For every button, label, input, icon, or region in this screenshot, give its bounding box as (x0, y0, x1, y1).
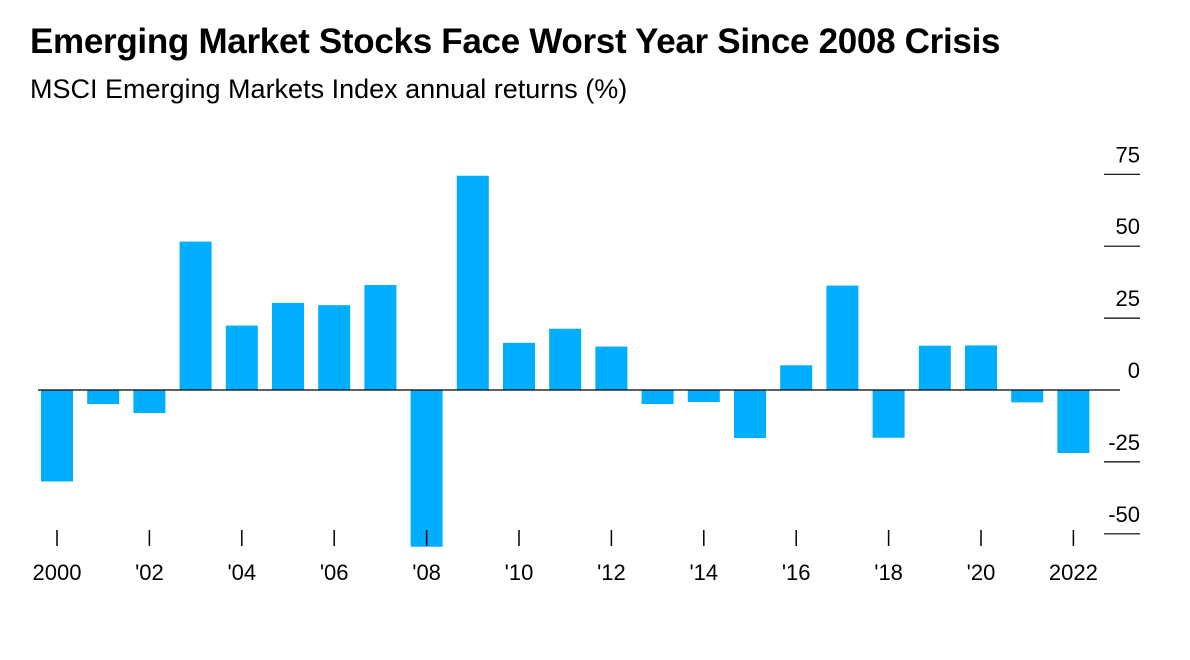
bar-2006 (318, 305, 351, 390)
bar-2013 (641, 390, 674, 405)
bar-2011 (549, 328, 582, 390)
bar-2014 (687, 390, 720, 403)
y-tick-label-75: 75 (1116, 142, 1140, 167)
bar-2001 (87, 390, 120, 405)
bar-2005 (272, 302, 304, 390)
y-tick-label-50: 50 (1116, 214, 1140, 239)
chart-subtitle: MSCI Emerging Markets Index annual retur… (30, 74, 628, 104)
bar-2007 (364, 285, 397, 390)
x-tick-label-2002: '02 (135, 560, 164, 585)
bars-group (41, 175, 1090, 547)
bar-2017 (826, 285, 859, 390)
y-tick-label--50: -50 (1108, 502, 1140, 527)
x-tick-label-2020: '20 (967, 560, 996, 585)
chart-title: Emerging Market Stocks Face Worst Year S… (30, 22, 1001, 61)
bar-2010 (503, 342, 535, 390)
bar-2008 (410, 390, 443, 547)
x-tick-label-2012: '12 (597, 560, 626, 585)
x-tick-label-2008: '08 (412, 560, 441, 585)
bar-2021 (1011, 390, 1044, 403)
x-axis: 2000 '02 '04 '06 '08 '10 '12 '14 '16 '18 '20 2022 (33, 530, 1098, 585)
bar-2009 (456, 175, 489, 390)
bar-2015 (734, 390, 766, 439)
x-tick-label-2014: '14 (689, 560, 718, 585)
bar-2016 (780, 365, 813, 390)
x-tick-label-2010: '10 (505, 560, 534, 585)
x-tick-label-2022: 2022 (1049, 560, 1098, 585)
bar-2019 (918, 345, 951, 390)
bar-2000 (41, 390, 73, 482)
x-tick-label-2000: 2000 (33, 560, 82, 585)
x-tick-label-2004: '04 (227, 560, 256, 585)
x-tick-label-2018: '18 (874, 560, 903, 585)
y-tick-label-0: 0 (1128, 358, 1140, 383)
bar-2004 (225, 325, 258, 390)
bar-2020 (965, 345, 997, 390)
bar-2003 (179, 241, 212, 390)
bar-2002 (133, 390, 166, 414)
y-axis: 75 50 25 0 -25 -50 (1104, 142, 1140, 535)
x-tick-label-2006: '06 (320, 560, 349, 585)
y-tick-label-25: 25 (1116, 286, 1140, 311)
x-tick-label-2016: '16 (782, 560, 811, 585)
y-tick-label--25: -25 (1108, 430, 1140, 455)
bar-2022 (1057, 390, 1090, 453)
bar-2012 (595, 346, 628, 390)
bar-2018 (872, 390, 905, 438)
